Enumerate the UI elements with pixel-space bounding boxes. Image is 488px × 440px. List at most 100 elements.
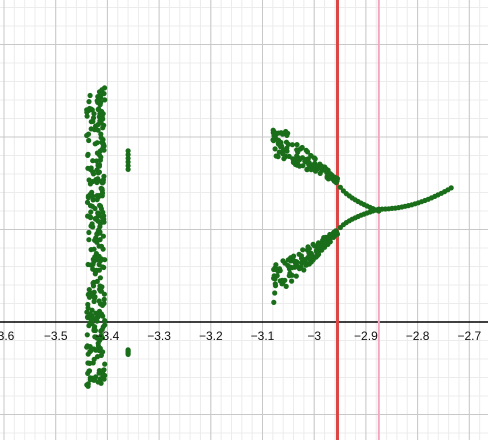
data-point (88, 119, 94, 125)
data-point (286, 153, 292, 159)
data-point (90, 193, 96, 199)
x-tick-label: −2.8 (406, 329, 430, 343)
data-point (305, 244, 311, 250)
data-point (300, 247, 306, 253)
data-point (298, 264, 304, 270)
data-point (299, 155, 306, 161)
vertical-marker-lines (335, 0, 380, 440)
x-tick-label: −2.9 (354, 329, 378, 343)
data-point (271, 299, 277, 305)
data-point (90, 261, 96, 267)
data-point (294, 142, 300, 148)
data-point (92, 237, 98, 243)
x-tick-label: -3.6 (0, 329, 15, 343)
data-point (91, 346, 97, 352)
data-point (279, 277, 285, 283)
data-point (99, 179, 105, 185)
data-point (278, 139, 284, 146)
data-point (283, 128, 289, 135)
data-point (85, 131, 92, 137)
data-point (88, 317, 94, 323)
data-point (313, 254, 319, 260)
data-point (84, 332, 90, 338)
data-point (96, 347, 102, 354)
data-point (319, 247, 325, 253)
data-point (315, 242, 321, 249)
data-point (93, 310, 99, 316)
data-point (85, 165, 91, 171)
x-tick-label: −3.2 (199, 329, 223, 343)
data-point (304, 149, 311, 155)
data-point (86, 287, 92, 293)
data-point (102, 97, 108, 103)
data-point (97, 157, 103, 163)
data-point (102, 361, 108, 367)
data-point (97, 219, 103, 225)
x-tick-label: −2.7 (457, 329, 481, 343)
data-point (91, 246, 97, 252)
data-point (95, 213, 101, 219)
data-point (97, 286, 103, 292)
data-point (276, 149, 282, 155)
data-point (102, 372, 108, 379)
data-point (319, 163, 325, 169)
data-point (97, 118, 103, 124)
data-point (86, 137, 92, 144)
data-point (90, 158, 96, 164)
data-point (99, 187, 105, 194)
data-point (321, 235, 327, 241)
data-point (289, 142, 295, 148)
data-point (98, 243, 105, 249)
data-point (317, 170, 323, 176)
data-point (334, 231, 341, 237)
data-point (98, 312, 104, 318)
data-point (94, 193, 100, 199)
data-point (289, 278, 295, 284)
data-point (99, 335, 105, 341)
data-point (86, 99, 92, 105)
data-point (99, 139, 105, 145)
data-point (285, 141, 291, 147)
data-point (85, 360, 91, 366)
data-point (102, 322, 108, 328)
data-point (94, 318, 100, 324)
data-point (93, 158, 100, 164)
x-tick-label: −3.3 (147, 329, 171, 343)
data-point (95, 176, 101, 182)
data-point (125, 163, 131, 169)
data-point (307, 165, 313, 171)
data-point (97, 148, 103, 154)
data-point (87, 311, 93, 317)
data-point (94, 335, 100, 341)
data-point (92, 271, 98, 277)
data-point (94, 98, 100, 104)
data-point (91, 111, 97, 117)
data-point (97, 275, 103, 281)
data-point (272, 146, 278, 152)
data-point (273, 262, 279, 268)
data-point (272, 283, 279, 289)
data-point (297, 146, 303, 152)
data-point (305, 261, 311, 267)
data-point (84, 199, 91, 205)
data-point (87, 92, 93, 99)
data-point (283, 283, 289, 289)
data-point (84, 344, 90, 350)
data-point (323, 166, 329, 172)
data-point (100, 209, 106, 215)
data-point (101, 300, 107, 307)
data-point (86, 229, 92, 236)
data-point (91, 298, 97, 305)
data-point (88, 223, 94, 229)
x-tick-label: −3.1 (251, 329, 275, 343)
data-point (85, 213, 91, 219)
data-point (98, 131, 104, 137)
data-point (276, 266, 283, 272)
data-point (94, 140, 100, 146)
data-point (84, 113, 90, 119)
data-point (90, 178, 96, 185)
data-point (90, 169, 96, 175)
data-point (125, 155, 131, 161)
data-point (270, 137, 276, 143)
